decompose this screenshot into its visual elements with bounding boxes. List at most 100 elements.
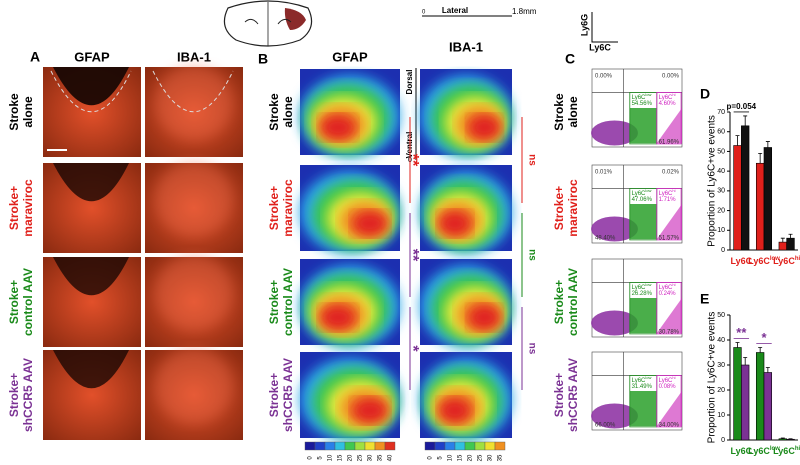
colorbar-cell (484, 441, 496, 451)
lesion (53, 67, 129, 106)
panel-label: E (700, 291, 709, 307)
row-label: Stroke (7, 93, 21, 131)
heatmap-blob (320, 114, 356, 141)
lesion-glow (154, 161, 234, 237)
lesion-outline (152, 70, 234, 113)
bar (786, 438, 795, 441)
heatmap (300, 165, 400, 254)
row-label: Stroke (552, 93, 566, 131)
row-label: Stroke+ (267, 186, 281, 230)
heatmap (420, 165, 512, 254)
x-tick-label: Ly6Clow (748, 446, 780, 457)
error-bar (780, 437, 785, 439)
gate-label-base: Ly6C (632, 191, 646, 197)
y-tick-label: 20 (717, 387, 725, 394)
gate-label: Ly6Chi (659, 92, 676, 101)
gate-percent: 0.08% (659, 384, 677, 390)
heatmap-blob (438, 397, 472, 424)
y-tick-label: 50 (717, 148, 725, 155)
annotation: * (761, 330, 767, 345)
x-tick-label-sup: low (770, 256, 780, 262)
gate-label-base: Ly6C (659, 191, 673, 197)
colorbar-tick: 40 (388, 454, 394, 461)
gate-label-base: Ly6C (659, 285, 673, 291)
flow-cloud (656, 108, 682, 144)
heatmap (300, 69, 400, 158)
row-label: shCCR5 AAV (281, 358, 295, 432)
panel-label: C (565, 51, 575, 67)
axis-text: 1.8mm (512, 7, 537, 16)
axis-text: Lateral (442, 6, 468, 15)
sig-mark: * (404, 345, 421, 352)
lesion (53, 257, 129, 296)
colorbar-cell (494, 441, 506, 451)
gate-percent: 0.02% (662, 170, 680, 176)
colorbar-cell (474, 441, 486, 451)
gate-label-sup: hi (672, 92, 675, 97)
heatmap (420, 352, 512, 441)
row-label: Stroke (267, 93, 281, 131)
x-tick-label-sup: hi (795, 446, 800, 452)
bar (778, 438, 787, 441)
row-label: Stroke+ (552, 186, 566, 230)
bar (786, 237, 795, 251)
y-tick-label: 50 (717, 312, 725, 319)
colorbar-cell (464, 441, 476, 451)
lesion-glow (154, 65, 234, 141)
heatmap-blob (352, 397, 388, 424)
colorbar-tick: 30 (488, 454, 494, 461)
heatmap-blob (352, 210, 388, 237)
colorbar-cell (434, 441, 446, 451)
colorbar-cell (334, 441, 346, 451)
row-label: shCCR5 AAV (21, 358, 35, 432)
y-tick-label: 40 (717, 337, 725, 344)
heatmap (420, 259, 512, 348)
heatmap-blob (467, 304, 501, 331)
y-axis-label: Proportion of Ly6C+ve events (707, 312, 718, 444)
error-bar (788, 233, 793, 239)
y-tick-label: 40 (717, 168, 725, 175)
y-tick-label: 0 (721, 437, 725, 444)
row-label: Stroke+ (267, 280, 281, 324)
x-tick-label: Ly6C (730, 446, 752, 456)
annotation: p=0.054 (727, 102, 757, 111)
gate-label-base: Ly6C (659, 378, 673, 384)
bar (755, 352, 765, 441)
sig-mark: ** (404, 154, 421, 167)
flow-cloud (591, 310, 638, 336)
bar (763, 372, 773, 441)
row-label: control AAV (281, 268, 295, 336)
sig-mark: ** (404, 249, 421, 262)
sig-mark: ns (526, 343, 537, 355)
gate-label: Ly6Clow (632, 92, 652, 101)
column-header: IBA-1 (177, 49, 211, 64)
y-axis-label: Proportion of Ly6C+ve events (707, 115, 718, 247)
colorbar-tick: 20 (348, 454, 354, 461)
row-label: Stroke+ (7, 280, 21, 324)
gate-percent: 51.57% (659, 236, 680, 242)
colorbar-tick: 35 (378, 454, 384, 461)
colorbar-tick: 15 (458, 454, 464, 461)
lesion-outline (50, 70, 132, 113)
gate-label-sup: low (645, 188, 651, 193)
colorbar-cell (374, 441, 386, 451)
bar (733, 347, 742, 441)
error-bar (765, 141, 770, 148)
colorbar-cell (314, 441, 326, 451)
gate-hi (656, 374, 682, 428)
panel-label: D (700, 86, 710, 102)
row-label: Stroke+ (267, 373, 281, 417)
colorbar-cell (304, 441, 316, 451)
axis-text: Dorsal (405, 70, 414, 95)
lesion-glow (154, 255, 234, 331)
sig-mark: ns (526, 154, 537, 166)
colorbar-cell (354, 441, 366, 451)
colorbar-tick: 10 (328, 454, 334, 461)
flow-cloud (629, 391, 657, 427)
gate-label-base: Ly6C (632, 378, 646, 384)
gate-label: Ly6Clow (632, 282, 652, 291)
row-label: Stroke+ (552, 280, 566, 324)
error-bar (788, 438, 793, 440)
gate-label: Ly6Chi (659, 282, 676, 291)
